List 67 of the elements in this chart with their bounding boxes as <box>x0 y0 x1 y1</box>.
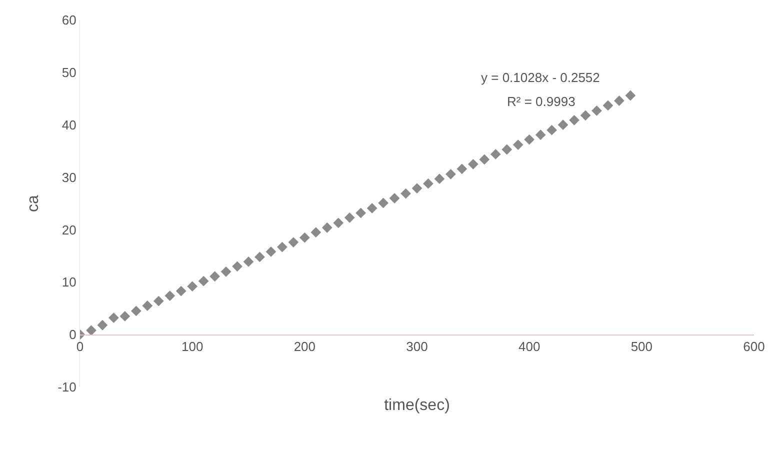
point <box>130 306 142 316</box>
x-tick-label: 500 <box>630 339 653 354</box>
annotation: R² = 0.9993 <box>507 94 576 109</box>
y-axis-title: ca <box>25 194 42 212</box>
point <box>524 134 535 145</box>
point <box>232 261 242 272</box>
point <box>602 100 614 111</box>
point <box>187 281 198 292</box>
point <box>277 242 288 252</box>
point <box>456 164 468 174</box>
x-tick-label: 600 <box>743 339 765 354</box>
point <box>254 252 265 262</box>
x-axis-title: time(sec) <box>384 396 450 414</box>
point <box>299 232 310 243</box>
point <box>153 296 164 306</box>
y-tick-label: 60 <box>62 12 76 28</box>
point <box>310 227 322 238</box>
point <box>344 212 355 223</box>
annotation: y = 0.1028x - 0.2552 <box>481 70 600 85</box>
point <box>266 246 276 257</box>
y-tick-label: 50 <box>62 64 76 80</box>
x-tick-label: 300 <box>406 339 428 354</box>
point <box>120 311 130 322</box>
point <box>108 312 119 323</box>
point <box>356 208 366 218</box>
point <box>502 144 512 155</box>
point <box>546 124 557 136</box>
point <box>389 193 400 204</box>
y-tick-label: 30 <box>62 170 76 185</box>
point <box>479 154 490 165</box>
point <box>198 276 209 286</box>
x-tick-label: 400 <box>518 339 540 354</box>
y-tick-label: 20 <box>62 222 76 238</box>
y-tick-label: 40 <box>62 117 76 132</box>
point <box>378 198 388 208</box>
point <box>97 320 108 330</box>
point <box>535 130 546 140</box>
point <box>434 174 445 184</box>
point <box>412 183 422 194</box>
point <box>446 168 456 180</box>
point <box>142 300 153 311</box>
y-tick-label: -10 <box>58 380 76 395</box>
point <box>220 266 232 277</box>
point <box>288 237 299 248</box>
point <box>400 188 411 199</box>
point <box>625 90 636 101</box>
point <box>614 96 624 106</box>
point <box>366 203 378 214</box>
x-tick-label: 200 <box>294 339 316 354</box>
point <box>468 158 478 170</box>
y-tick-label: 0 <box>69 327 76 342</box>
point <box>333 218 344 228</box>
point <box>243 256 254 267</box>
point <box>423 178 434 189</box>
point <box>164 290 176 301</box>
point <box>86 325 96 336</box>
point <box>176 286 186 296</box>
x-tick-label: 100 <box>181 339 204 354</box>
point <box>558 120 568 130</box>
point <box>569 114 580 126</box>
point <box>580 110 591 121</box>
point <box>490 149 501 160</box>
point <box>592 106 602 116</box>
point <box>322 222 332 233</box>
point <box>512 140 524 150</box>
point <box>210 271 220 282</box>
y-tick-label: 10 <box>62 274 76 290</box>
